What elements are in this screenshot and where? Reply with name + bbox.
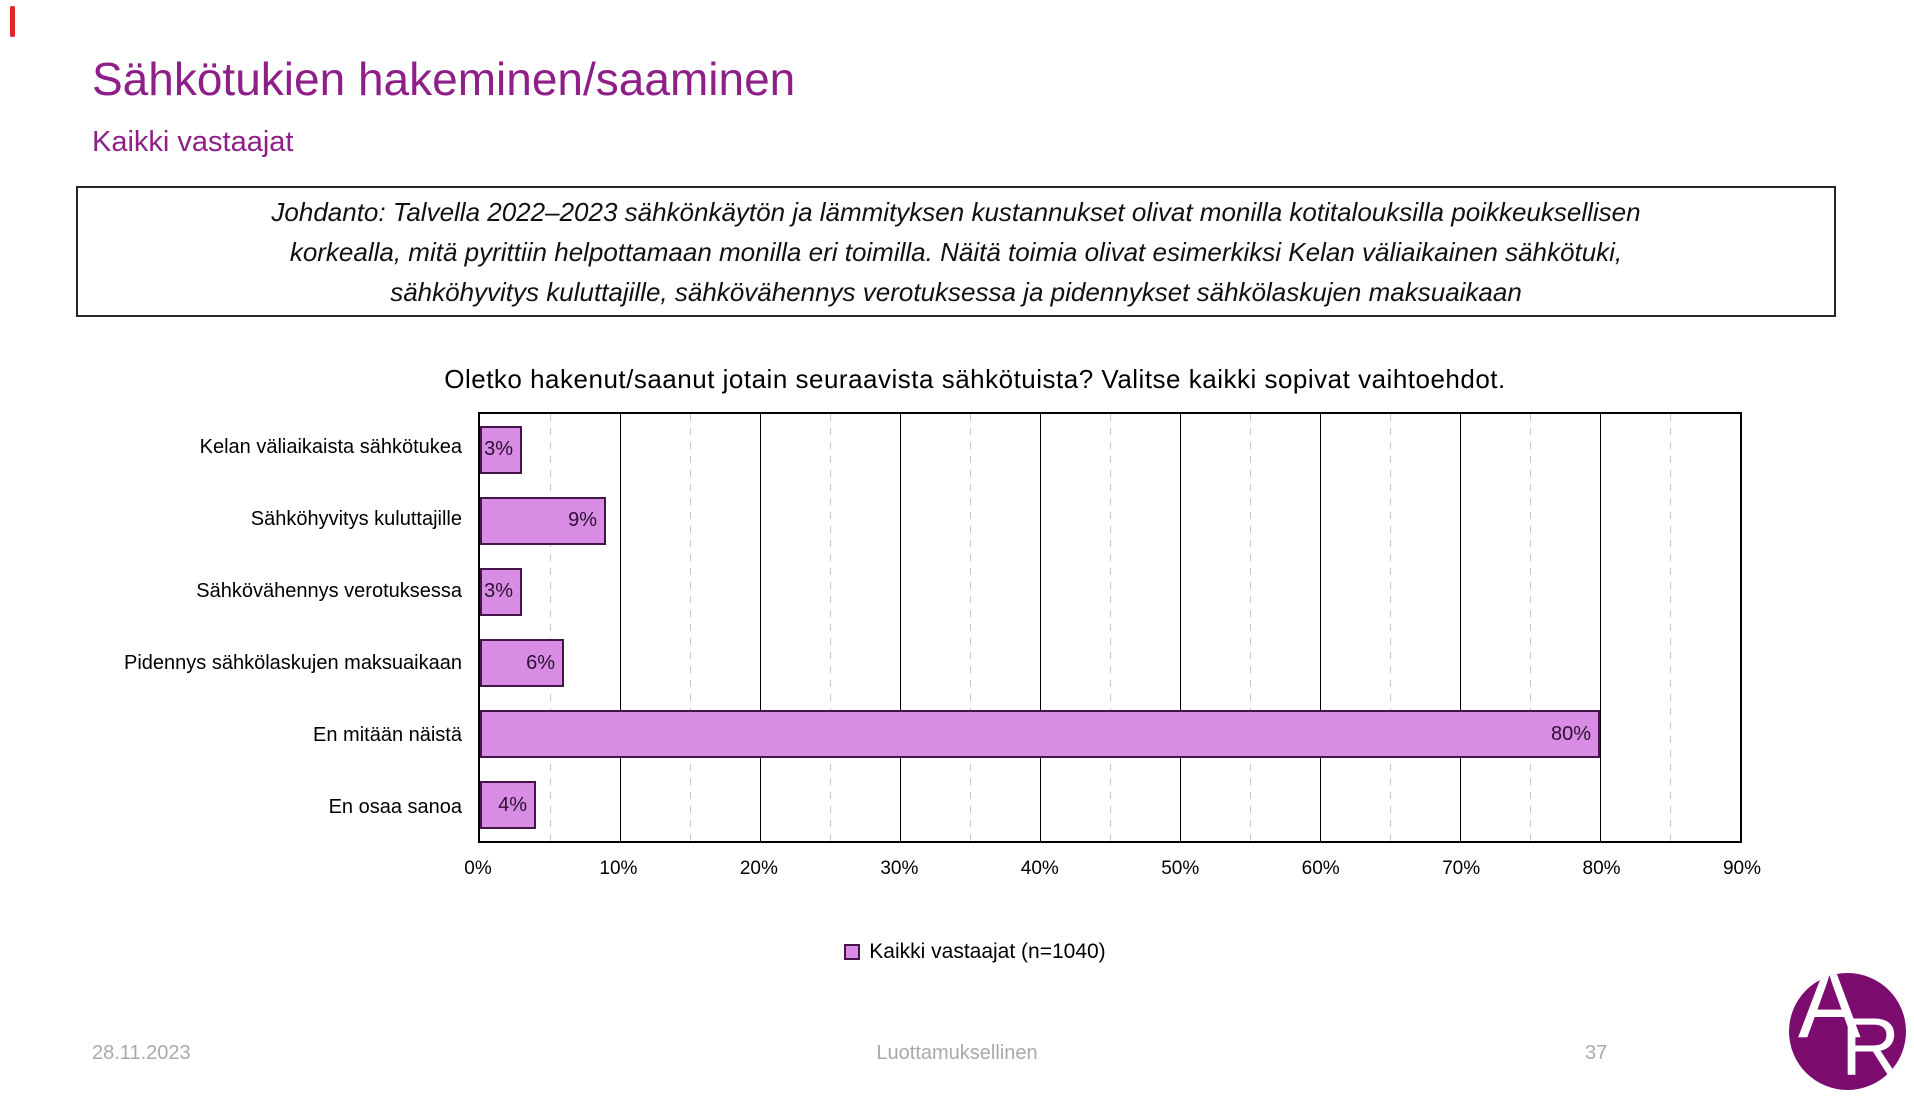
minor-gridline — [1390, 414, 1391, 841]
slide-title: Sähkötukien hakeminen/saaminen — [92, 53, 796, 105]
x-tick-label: 30% — [880, 858, 919, 879]
minor-gridline — [1110, 414, 1111, 841]
bar-row: 3% — [480, 556, 1740, 627]
x-tick-label: 20% — [739, 858, 778, 879]
bar-value-label: 3% — [484, 438, 513, 461]
chart-plot-wrap: Kelan väliaikaista sähkötukea Sähköhyvity… — [90, 412, 1860, 843]
footer-classification: Luottamuksellinen — [876, 1042, 1038, 1064]
bar: 6% — [480, 639, 564, 688]
major-gridline — [1599, 414, 1601, 841]
x-axis: 0% 10% 20% 30% 40% 50% 60% 70% 80% 90% — [464, 850, 1761, 880]
intro-text-box: Johdanto: Talvella 2022–2023 sähkönkäytö… — [76, 186, 1836, 317]
minor-gridline — [690, 414, 691, 841]
major-gridline — [1320, 414, 1321, 841]
logo-letter-a: A — [1798, 973, 1861, 1060]
x-tick-label: 40% — [1020, 858, 1059, 879]
x-tick-label: 80% — [1582, 858, 1621, 879]
bar-series: 3% 9% 3% 6% 80% 4% — [480, 414, 1740, 841]
x-tick-label: 90% — [1722, 858, 1762, 879]
bar-row: 6% — [480, 628, 1740, 699]
major-gridline — [1460, 414, 1461, 841]
category-label: Sähköhyvitys kuluttajille — [250, 508, 462, 531]
red-accent-mark — [10, 6, 15, 37]
bar-row: 9% — [480, 485, 1740, 556]
bar-value-label: 80% — [1550, 722, 1591, 745]
x-tick-label: 70% — [1442, 858, 1481, 879]
intro-line-2: korkealla, mitä pyrittiin helpottamaan m… — [289, 236, 1623, 267]
bar-value-label: 4% — [498, 793, 527, 816]
bar: 3% — [480, 425, 522, 474]
legend-label: Kaikki vastaajat (n=1040) — [869, 940, 1106, 963]
bar-value-label: 3% — [484, 580, 513, 603]
bar: 80% — [480, 710, 1600, 759]
x-tick-label: 60% — [1301, 858, 1340, 879]
bar-row: 3% — [480, 414, 1740, 485]
x-tick-label: 50% — [1161, 858, 1200, 879]
major-gridline — [1180, 414, 1181, 841]
major-gridline — [900, 414, 901, 841]
bar: 3% — [480, 567, 522, 616]
bar: 9% — [480, 496, 606, 545]
bar-value-label: 6% — [526, 651, 555, 674]
major-gridline — [619, 414, 621, 841]
x-tick-label: 0% — [464, 858, 492, 879]
major-gridline — [1039, 414, 1041, 841]
intro-line-3: sähköhyvitys kuluttajille, sähkövähennys… — [390, 276, 1522, 307]
plot-area: 3% 9% 3% 6% 80% 4% — [478, 412, 1742, 843]
minor-gridline — [549, 414, 551, 841]
minor-gridline — [1250, 414, 1251, 841]
minor-gridline — [1530, 414, 1531, 841]
bar: 4% — [480, 781, 536, 830]
minor-gridline — [1670, 414, 1671, 841]
minor-gridline — [830, 414, 831, 841]
bar-row: 4% — [480, 770, 1740, 841]
bar-chart: Oletko hakenut/saanut jotain seuraavista… — [90, 352, 1860, 1002]
category-axis: Kelan väliaikaista sähkötukea Sähköhyvity… — [90, 412, 464, 843]
x-tick-label: 10% — [599, 858, 638, 879]
category-label: En mitään näistä — [313, 723, 462, 746]
chart-legend: Kaikki vastaajat (n=1040) — [90, 940, 1860, 964]
company-logo: A R — [1789, 973, 1906, 1090]
intro-line-1: Johdanto: Talvella 2022–2023 sähkönkäytö… — [271, 196, 1641, 227]
bar-row: 80% — [480, 699, 1740, 770]
footer-page-number: 37 — [1585, 1042, 1608, 1064]
category-label: En osaa sanoa — [328, 795, 462, 818]
category-label: Kelan väliaikaista sähkötukea — [199, 436, 462, 459]
major-gridline — [759, 414, 761, 841]
footer-date: 28.11.2023 — [92, 1042, 191, 1064]
chart-title: Oletko hakenut/saanut jotain seuraavista… — [444, 364, 1506, 394]
category-label: Pidennys sähkölaskujen maksuaikaan — [124, 651, 462, 674]
legend-swatch — [844, 944, 861, 960]
logo-letter-r: R — [1841, 1002, 1901, 1090]
category-label: Sähkövähennys verotuksessa — [196, 580, 462, 603]
minor-gridline — [970, 414, 971, 841]
slide-subtitle: Kaikki vastaajat — [92, 126, 294, 158]
bar-value-label: 9% — [568, 509, 597, 532]
